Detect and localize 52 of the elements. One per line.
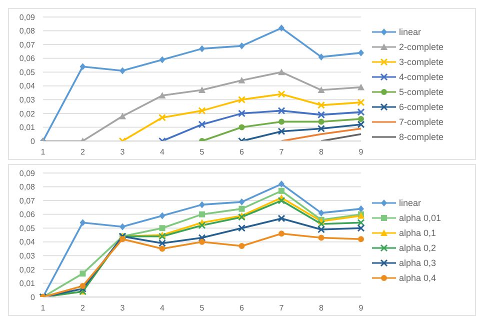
y-tick-label: 0 — [30, 136, 36, 146]
y-tick-label: 0 — [30, 292, 36, 302]
y-tick-label: 0,05 — [19, 68, 36, 77]
legend-label: 2-complete — [399, 42, 444, 52]
x-tick-label: 5 — [200, 148, 205, 157]
y-tick-label: 0,06 — [19, 210, 36, 220]
x-tick-label: 7 — [279, 304, 284, 313]
y-tick-label: 0,08 — [19, 26, 36, 36]
legend-label: 7-complete — [399, 116, 444, 126]
legend-label: alpha 0,3 — [399, 258, 436, 268]
legend-label: 3-complete — [399, 56, 444, 66]
x-tick-label: 9 — [358, 304, 364, 313]
x-tick-label: 7 — [279, 148, 284, 157]
y-tick-label: 0,07 — [19, 40, 36, 50]
y-tick-label: 0,08 — [19, 182, 36, 192]
y-tick-label: 0,06 — [19, 54, 36, 64]
x-tick-label: 4 — [160, 148, 166, 157]
x-tick-label: 2 — [80, 304, 86, 313]
y-tick-label: 0,02 — [19, 265, 36, 274]
legend-label: 6-complete — [399, 102, 444, 112]
y-tick-label: 0,04 — [19, 238, 36, 247]
x-tick-label: 9 — [358, 148, 364, 157]
legend-label: 4-complete — [399, 72, 444, 82]
y-tick-label: 0,01 — [19, 123, 36, 132]
legend-label: linear — [399, 198, 422, 208]
x-tick-label: 4 — [160, 304, 166, 313]
x-tick-label: 3 — [120, 148, 126, 157]
y-tick-label: 0,02 — [19, 109, 36, 118]
legend-label: linear — [399, 26, 422, 36]
legend-label: alpha 0,01 — [399, 212, 442, 222]
x-tick-label: 8 — [319, 304, 324, 313]
y-tick-label: 0,03 — [19, 96, 36, 105]
y-tick-label: 0,05 — [19, 224, 36, 233]
x-tick-label: 3 — [120, 304, 126, 313]
x-tick-label: 5 — [200, 304, 205, 313]
legend-label: alpha 0,2 — [399, 242, 436, 252]
y-tick-label: 0,09 — [19, 168, 36, 178]
legend-label: alpha 0,4 — [399, 272, 436, 282]
y-tick-label: 0,07 — [19, 196, 36, 206]
legend-label: 5-complete — [399, 86, 444, 96]
x-tick-label: 6 — [240, 304, 245, 313]
x-tick-label: 8 — [319, 148, 324, 157]
x-tick-label: 1 — [40, 148, 46, 157]
y-tick-label: 0,09 — [19, 12, 36, 22]
y-tick-label: 0,04 — [19, 82, 36, 91]
y-tick-label: 0,01 — [19, 279, 36, 288]
y-tick-label: 0,03 — [19, 252, 36, 261]
x-tick-label: 6 — [240, 148, 245, 157]
legend-label: alpha 0,1 — [399, 228, 436, 238]
legend-label: 8-complete — [399, 132, 444, 142]
x-tick-label: 2 — [80, 148, 86, 157]
x-tick-label: 1 — [40, 304, 46, 313]
